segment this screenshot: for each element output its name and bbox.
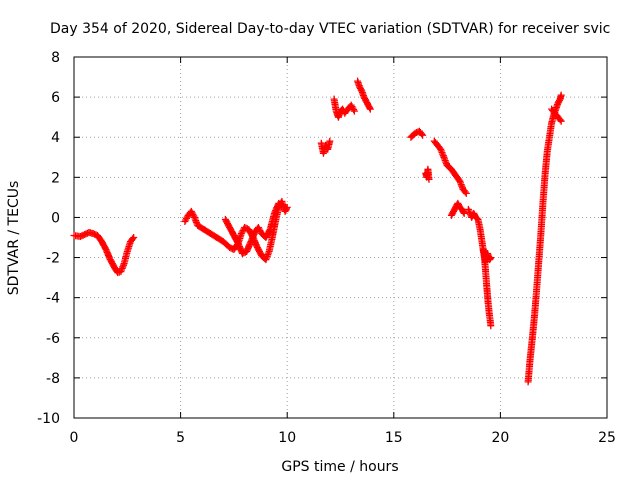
grid	[74, 57, 607, 418]
x-axis-label: GPS time / hours	[281, 459, 398, 475]
data-point-marker	[279, 201, 287, 209]
x-tick-label: 15	[385, 430, 403, 446]
y-tick-label: 0	[51, 210, 60, 226]
data-point-marker	[459, 208, 467, 216]
data-point-marker	[419, 131, 427, 139]
data-point-marker	[557, 117, 565, 125]
data-point-marker	[556, 116, 564, 124]
data-point-marker	[461, 188, 469, 196]
data-point-marker	[487, 254, 495, 262]
data-point-marker	[188, 209, 196, 217]
y-axis-label: SDTVAR / TECUs	[6, 181, 22, 296]
data-point-marker	[238, 228, 246, 236]
data-point-marker	[366, 105, 374, 113]
data-point-marker	[181, 218, 189, 225]
data-point-marker	[326, 137, 334, 145]
data-point-marker	[130, 234, 138, 241]
y-tick-label: -4	[46, 291, 60, 307]
y-tick-label: -6	[46, 331, 60, 347]
data-point-marker	[366, 104, 374, 112]
data-point-marker	[487, 322, 495, 330]
y-tick-label: -2	[46, 251, 60, 267]
data-point-marker	[458, 182, 466, 190]
data-point-marker	[190, 212, 198, 220]
x-tick-label: 5	[176, 430, 185, 446]
y-tick-label: -8	[46, 371, 60, 387]
x-tick-label: 0	[70, 430, 79, 446]
data-point-marker	[264, 249, 272, 257]
y-tick-label: 2	[51, 170, 60, 186]
data-point-marker	[348, 103, 356, 111]
data-point-marker	[441, 155, 448, 163]
data-series	[70, 77, 565, 386]
data-point-marker	[437, 147, 445, 155]
data-point-marker	[118, 266, 125, 274]
data-point-marker	[425, 175, 433, 183]
data-point-marker	[183, 214, 190, 222]
data-point-marker	[460, 209, 468, 217]
data-point-marker	[129, 235, 137, 243]
x-tick-label: 10	[278, 430, 296, 446]
data-point-marker	[182, 216, 190, 224]
data-point-marker	[237, 230, 245, 237]
data-point-marker	[119, 263, 127, 271]
data-point-marker	[439, 150, 447, 158]
data-point-marker	[350, 106, 358, 114]
data-point-marker	[254, 224, 262, 231]
data-point-marker	[189, 210, 197, 218]
y-tick-label: 6	[51, 90, 60, 106]
chart-title: Day 354 of 2020, Sidereal Day-to-day VTE…	[50, 21, 610, 37]
data-point-marker	[278, 201, 285, 209]
data-point-marker	[187, 207, 195, 215]
data-point-marker	[464, 205, 472, 213]
y-tick-label: -10	[37, 411, 60, 427]
data-point-marker	[418, 130, 425, 138]
data-point-marker	[263, 254, 270, 262]
data-point-marker	[283, 205, 290, 213]
data-point-marker	[283, 203, 291, 211]
data-point-marker	[557, 91, 565, 99]
x-tick-label: 25	[598, 430, 616, 446]
series-group	[70, 77, 565, 386]
y-tick-label: 8	[51, 50, 60, 66]
data-point-marker	[442, 158, 450, 166]
axis-ticks: 0 5 10 15 20 25 -10 -8 -6 -4 -2 0 2 4 6 8	[37, 50, 616, 446]
data-point-marker	[462, 189, 470, 197]
data-point-marker	[347, 101, 355, 109]
x-tick-label: 20	[491, 430, 509, 446]
data-point-marker	[256, 227, 264, 234]
y-tick-label: 4	[51, 130, 60, 146]
data-point-marker	[349, 104, 357, 112]
data-point-marker	[255, 225, 263, 233]
data-point-marker	[192, 217, 200, 225]
data-point-marker	[350, 107, 358, 115]
